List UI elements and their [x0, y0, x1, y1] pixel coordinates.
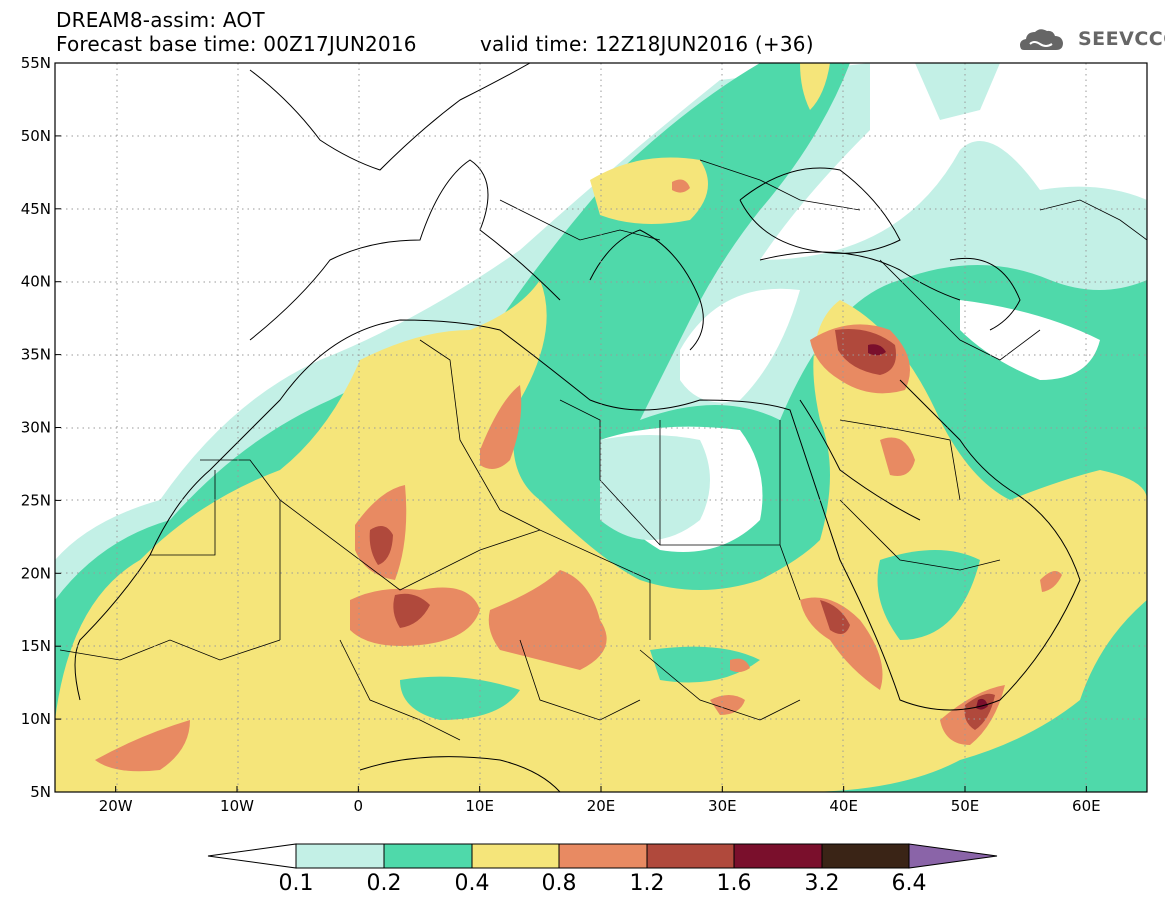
gridlines — [55, 63, 1147, 792]
lat-tick-label: 20N — [21, 564, 51, 582]
colorbar-swatch-0.4 — [471, 843, 560, 869]
colorbar — [207, 843, 998, 869]
forecast-base-time: Forecast base time: 00Z17JUN2016 — [56, 32, 417, 56]
lon-tick-label: 20E — [587, 797, 616, 815]
colorbar-swatch-0.8 — [558, 843, 648, 869]
lat-tick-label: 40N — [21, 273, 51, 291]
lon-tick-label: 40E — [829, 797, 858, 815]
lon-tick-label: 20W — [99, 797, 133, 815]
colorbar-max-arrow — [908, 843, 998, 869]
coastlines — [74, 63, 1081, 792]
borders — [59, 159, 1147, 741]
colorbar-swatch-0.2 — [383, 843, 473, 869]
lon-tick-label: 0 — [354, 797, 364, 815]
lat-tick-label: 25N — [21, 491, 51, 509]
colorbar-label: 1.2 — [629, 871, 665, 896]
lon-tick-label: 10E — [465, 797, 494, 815]
lon-tick-label: 50E — [951, 797, 980, 815]
colorbar-label: 6.4 — [891, 871, 927, 896]
lat-tick-label: 30N — [21, 419, 51, 437]
lon-tick-label: 60E — [1072, 797, 1101, 815]
lon-axis: 20W 10W 0 10E 20E 30E 40E 50E 60E — [99, 786, 1101, 815]
lat-tick-label: 15N — [21, 637, 51, 655]
colorbar-swatch-1.6 — [733, 843, 823, 869]
lat-tick-label: 5N — [30, 783, 51, 801]
lat-tick-label: 55N — [21, 54, 51, 72]
lat-tick-label: 50N — [21, 127, 51, 145]
colorbar-label: 1.6 — [716, 871, 752, 896]
colorbar-label: 3.2 — [804, 871, 840, 896]
map-title: DREAM8-assim: AOT — [56, 8, 265, 32]
lat-tick-label: 35N — [21, 346, 51, 364]
colorbar-label: 0.4 — [454, 871, 490, 896]
lat-tick-label: 10N — [21, 710, 51, 728]
colorbar-swatch-0.1 — [295, 843, 385, 869]
lon-tick-label: 10W — [220, 797, 254, 815]
colorbar-label: 0.8 — [541, 871, 577, 896]
lat-tick-label: 45N — [21, 200, 51, 218]
colorbar-min-arrow — [207, 843, 297, 869]
lat-axis: 55N 50N 45N 40N 35N 30N 25N 20N 15N 10N 5N — [21, 54, 61, 801]
colorbar-label: 0.2 — [366, 871, 402, 896]
colorbar-label: 0.1 — [278, 871, 314, 896]
valid-time: valid time: 12Z18JUN2016 (+36) — [480, 32, 814, 56]
cloud-icon — [1020, 29, 1063, 50]
lon-tick-label: 30E — [708, 797, 737, 815]
logo-text: SEEVCCC — [1078, 28, 1165, 50]
colorbar-swatch-1.2 — [646, 843, 735, 869]
colorbar-swatch-3.2 — [821, 843, 910, 869]
